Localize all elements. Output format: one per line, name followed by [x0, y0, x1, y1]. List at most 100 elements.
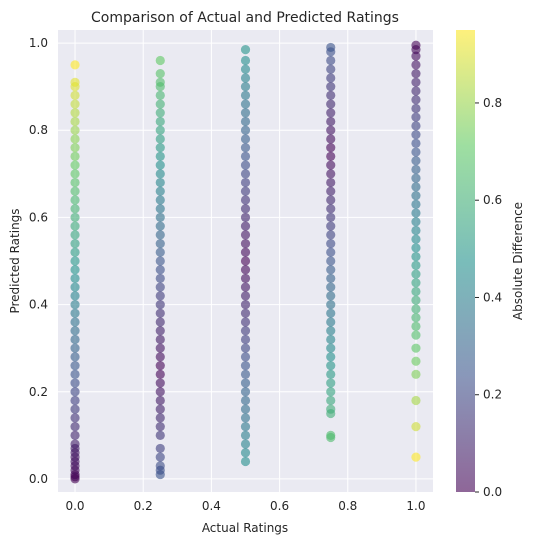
data-point [155, 238, 165, 249]
data-point [70, 221, 80, 231]
data-point [326, 212, 336, 223]
data-point [326, 430, 336, 440]
data-point [411, 278, 421, 288]
data-point [70, 204, 80, 214]
data-point [70, 230, 80, 240]
data-point [70, 60, 80, 70]
data-point [240, 108, 251, 118]
data-point [326, 116, 336, 127]
data-point [240, 134, 251, 144]
data-point [155, 308, 165, 318]
data-point [411, 304, 421, 314]
data-point [411, 51, 421, 61]
data-point [240, 422, 251, 432]
data-point [326, 64, 336, 74]
data-point [240, 387, 251, 397]
data-point [411, 234, 421, 244]
data-point [70, 177, 80, 188]
data-point [240, 448, 251, 458]
data-point [326, 352, 336, 362]
data-point [240, 212, 251, 223]
data-point [70, 125, 80, 135]
data-point [326, 230, 336, 240]
colorbar-tick-label: 0.6 [483, 193, 502, 207]
data-point [411, 295, 421, 305]
data-point [70, 282, 80, 292]
data-point [326, 186, 336, 196]
data-point [70, 273, 80, 284]
data-point [240, 160, 251, 170]
data-point [155, 116, 165, 127]
data-point [240, 177, 251, 188]
x-tick-label: 0.2 [134, 499, 153, 513]
data-point [70, 90, 80, 100]
data-point [326, 134, 336, 144]
data-point [326, 378, 336, 388]
data-point [411, 208, 421, 218]
data-point [326, 143, 336, 153]
data-point [155, 317, 165, 327]
data-point [155, 422, 165, 432]
data-point [326, 282, 336, 292]
data-point [240, 221, 251, 231]
colorbar-tick-label: 0.2 [483, 388, 502, 402]
data-point [155, 186, 165, 196]
data-point [70, 413, 80, 423]
data-point [326, 169, 336, 179]
data-point [240, 73, 251, 83]
data-point [155, 134, 165, 144]
data-point [411, 422, 421, 432]
data-point [240, 395, 251, 406]
data-point [326, 42, 336, 53]
data-point [326, 160, 336, 170]
data-point [155, 443, 165, 454]
data-point [326, 265, 336, 275]
data-point [70, 116, 80, 127]
data-point [326, 125, 336, 135]
x-tick-label: 0.0 [65, 499, 84, 513]
data-point [326, 204, 336, 214]
colorbar-tick-label: 0.0 [483, 485, 502, 499]
data-point [70, 256, 80, 266]
data-point [411, 356, 421, 366]
x-tick-label: 1.0 [406, 499, 425, 513]
data-point [240, 195, 251, 205]
data-point [240, 343, 251, 353]
data-point [411, 138, 421, 148]
data-point [70, 404, 80, 414]
data-point [155, 395, 165, 406]
data-point [326, 177, 336, 188]
data-point [155, 369, 165, 379]
colorbar-tick-label: 0.8 [483, 96, 502, 110]
data-point [240, 317, 251, 327]
data-point [155, 378, 165, 388]
data-point [411, 395, 421, 406]
data-point [326, 343, 336, 353]
data-point [240, 413, 251, 423]
data-point [70, 169, 80, 179]
data-point [326, 55, 336, 66]
data-point [240, 90, 251, 100]
data-point [411, 369, 421, 379]
colorbar-tick-label: 0.4 [483, 290, 502, 304]
data-points [70, 40, 421, 484]
data-point [411, 130, 421, 140]
data-point [155, 299, 165, 310]
colorbar-ticks: 0.0 0.2 0.4 0.6 0.8 [475, 96, 502, 499]
data-point [326, 90, 336, 100]
data-point [155, 247, 165, 257]
y-tick-label: 0.8 [29, 123, 48, 137]
data-point [155, 160, 165, 170]
data-point [155, 169, 165, 179]
data-point [70, 186, 80, 196]
data-point [240, 247, 251, 257]
data-point [70, 299, 80, 310]
data-point [326, 82, 336, 92]
data-point [155, 99, 165, 109]
data-point [240, 326, 251, 336]
data-point [70, 326, 80, 336]
data-point [70, 238, 80, 249]
data-point [240, 456, 251, 467]
data-point [326, 108, 336, 118]
data-point [240, 291, 251, 301]
